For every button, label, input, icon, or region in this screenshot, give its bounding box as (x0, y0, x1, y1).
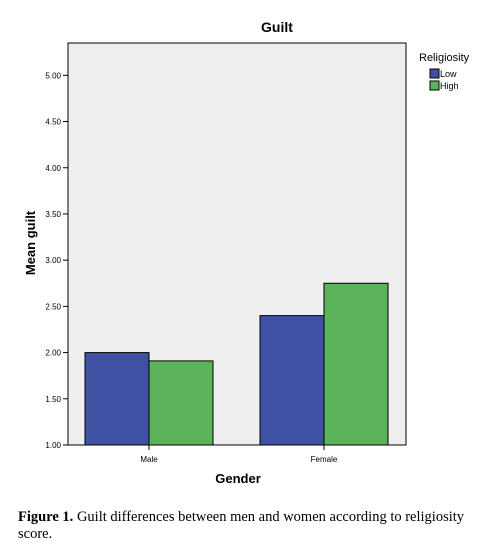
y-tick-label: 3.00 (45, 256, 61, 265)
bar-male-low (84, 352, 150, 446)
legend: Religiosity Low High (419, 52, 470, 91)
bars (84, 282, 389, 446)
legend-label-low: Low (440, 69, 457, 79)
y-tick-label: 1.00 (45, 441, 61, 450)
y-tick-label: 5.00 (45, 71, 61, 80)
guilt-bar-chart: Guilt 1.00 1.50 2.00 2.50 3.00 3.50 4.00 4.50 5.… (23, 19, 470, 486)
x-tick-label: Female (311, 455, 338, 464)
legend-label-high: High (440, 81, 459, 91)
caption-text: Guilt differences between men and women … (18, 509, 465, 542)
figure-caption: Figure 1. Guilt differences between men … (18, 509, 483, 543)
legend-title: Religiosity (419, 52, 470, 64)
legend-swatch-low (429, 68, 440, 79)
y-tick-label: 1.50 (45, 395, 61, 404)
caption-label: Figure 1. (18, 509, 74, 525)
y-axis-label: Mean guilt (23, 210, 38, 275)
bar-female-high (323, 282, 389, 446)
legend-swatch-high (429, 80, 440, 91)
y-tick-label: 2.50 (45, 302, 61, 311)
chart-title: Guilt (261, 19, 293, 35)
bar-female-low (259, 315, 325, 446)
bar-male-high (148, 360, 214, 446)
y-tick-label: 4.00 (45, 164, 61, 173)
x-tick-label: Male (140, 455, 158, 464)
x-axis: Male Female (140, 445, 338, 464)
y-axis: 1.00 1.50 2.00 2.50 3.00 3.50 4.00 4.50 5.00 (45, 71, 68, 450)
x-axis-label: Gender (215, 471, 261, 486)
y-tick-label: 2.00 (45, 349, 61, 358)
y-tick-label: 4.50 (45, 118, 61, 127)
y-tick-label: 3.50 (45, 210, 61, 219)
